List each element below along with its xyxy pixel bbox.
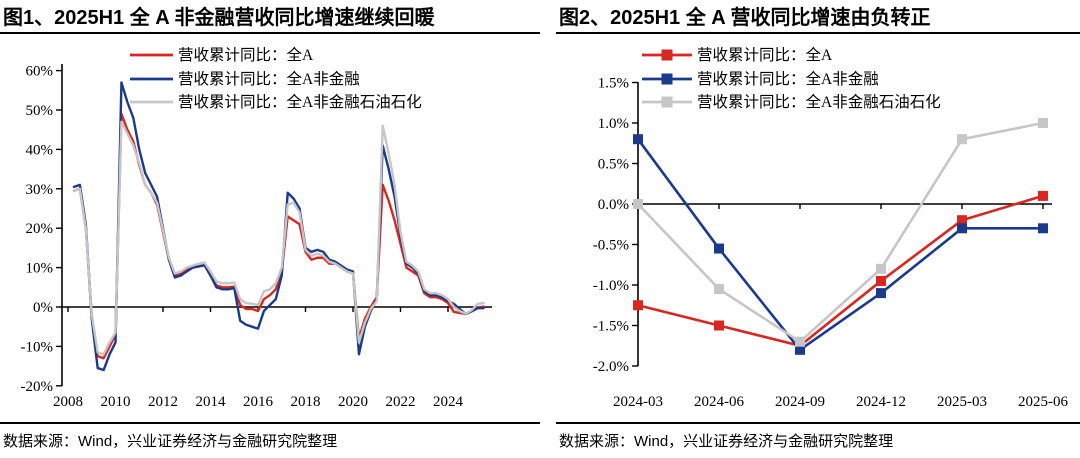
figure1-title: 图1、2025H1 全 A 非金融营收同比增速继续回暖 (0, 0, 540, 34)
figure2-panel: 图2、2025H1 全 A 营收同比增速由负转正 1.5% 1.0% 0.5% 0.0… (540, 0, 1080, 458)
x-tick-label: 2025-06 (1018, 394, 1068, 410)
data-point-marker-red (1038, 190, 1048, 201)
y-tick-label: 60% (26, 64, 54, 80)
x-tick-label: 2010 (101, 394, 131, 410)
data-point-marker-gray (876, 263, 886, 274)
data-point-marker-red (876, 275, 886, 286)
data-point-marker-gray (957, 134, 967, 145)
data-point-marker-blue (795, 344, 805, 355)
x-tick-label: 2024-03 (613, 394, 663, 410)
legend-label: 营收累计同比：全A非金融 (697, 70, 879, 88)
y-tick-label: -1.0% (593, 278, 629, 294)
legend-marker-red (661, 49, 673, 61)
y-tick-label: -20% (21, 379, 54, 395)
series-line-gray (72, 120, 485, 356)
data-point-marker-blue (714, 243, 724, 254)
data-point-marker-blue (876, 288, 886, 299)
y-tick-label: 1.0% (598, 116, 629, 132)
data-point-marker-gray (795, 336, 805, 347)
series-line-blue (636, 137, 1045, 352)
series-line-blue (72, 81, 485, 372)
legend-label: 营收累计同比：全A非金融石油石化 (178, 93, 422, 111)
series-line-gray (636, 121, 1045, 344)
y-tick-label: 0.5% (598, 157, 629, 173)
data-point-marker-blue (633, 134, 643, 145)
y-tick-label: 20% (26, 221, 54, 237)
series-line-red (636, 194, 1045, 348)
x-tick-label: 2014 (196, 394, 227, 410)
figure1-panel: 图1、2025H1 全 A 非金融营收同比增速继续回暖 60% 50% 40% 30%… (0, 0, 540, 458)
y-tick-label: 40% (26, 142, 54, 158)
x-tick-label: 2022 (386, 394, 416, 410)
x-tick-label: 2024 (433, 394, 464, 410)
x-tick-label: 2016 (243, 394, 274, 410)
figure2-line-chart: 1.5% 1.0% 0.5% 0.0% -0.5% -1.0% -1.5% -2.0% 2024… (593, 46, 1069, 410)
figure1-line-chart: 60% 50% 40% 30% 20% 10% 0% -10% -20%2008 2010 2012… (21, 46, 492, 410)
legend-label: 营收累计同比：全A (697, 46, 833, 64)
figure2-title: 图2、2025H1 全 A 营收同比增速由负转正 (556, 0, 1080, 34)
data-point-marker-gray (1038, 118, 1048, 128)
figure1-source-note: 数据来源：Wind，兴业证券经济与金融研究院整理 (0, 422, 540, 458)
x-tick-label: 2024-06 (694, 394, 744, 410)
data-point-marker-red (714, 320, 724, 331)
data-point-marker-blue (1038, 223, 1048, 234)
data-point-marker-gray (714, 284, 724, 295)
data-point-marker-red (957, 215, 967, 226)
x-tick-label: 2024-12 (856, 394, 906, 410)
x-tick-label: 2020 (338, 394, 368, 410)
y-tick-label: -1.5% (593, 319, 629, 335)
legend-label: 营收累计同比：全A非金融 (178, 70, 360, 88)
y-tick-label: 30% (26, 182, 54, 198)
data-point-marker-gray (633, 199, 643, 209)
data-point-marker-blue (957, 223, 967, 234)
y-tick-label: -10% (21, 339, 54, 355)
y-tick-label: -0.5% (593, 238, 629, 254)
legend-label: 营收累计同比：全A非金融石油石化 (697, 93, 941, 111)
y-tick-label: 0% (33, 300, 53, 316)
y-tick-label: 50% (26, 103, 54, 119)
y-tick-label: -2.0% (593, 359, 629, 375)
y-tick-label: 0.0% (598, 197, 629, 213)
y-tick-label: 1.5% (598, 76, 629, 92)
data-point-marker-red (633, 300, 643, 311)
x-tick-label: 2025-03 (937, 394, 987, 410)
x-tick-label: 2008 (53, 394, 83, 410)
figure2-source-note: 数据来源：Wind，兴业证券经济与金融研究院整理 (556, 422, 1080, 458)
x-tick-label: 2024-09 (775, 394, 825, 410)
legend-label: 营收累计同比：全A (178, 46, 314, 64)
x-tick-label: 2018 (291, 394, 321, 410)
legend-marker-gray (661, 96, 673, 108)
x-tick-label: 2012 (148, 394, 178, 410)
legend-marker-blue (661, 73, 673, 85)
y-tick-label: 10% (26, 261, 54, 277)
